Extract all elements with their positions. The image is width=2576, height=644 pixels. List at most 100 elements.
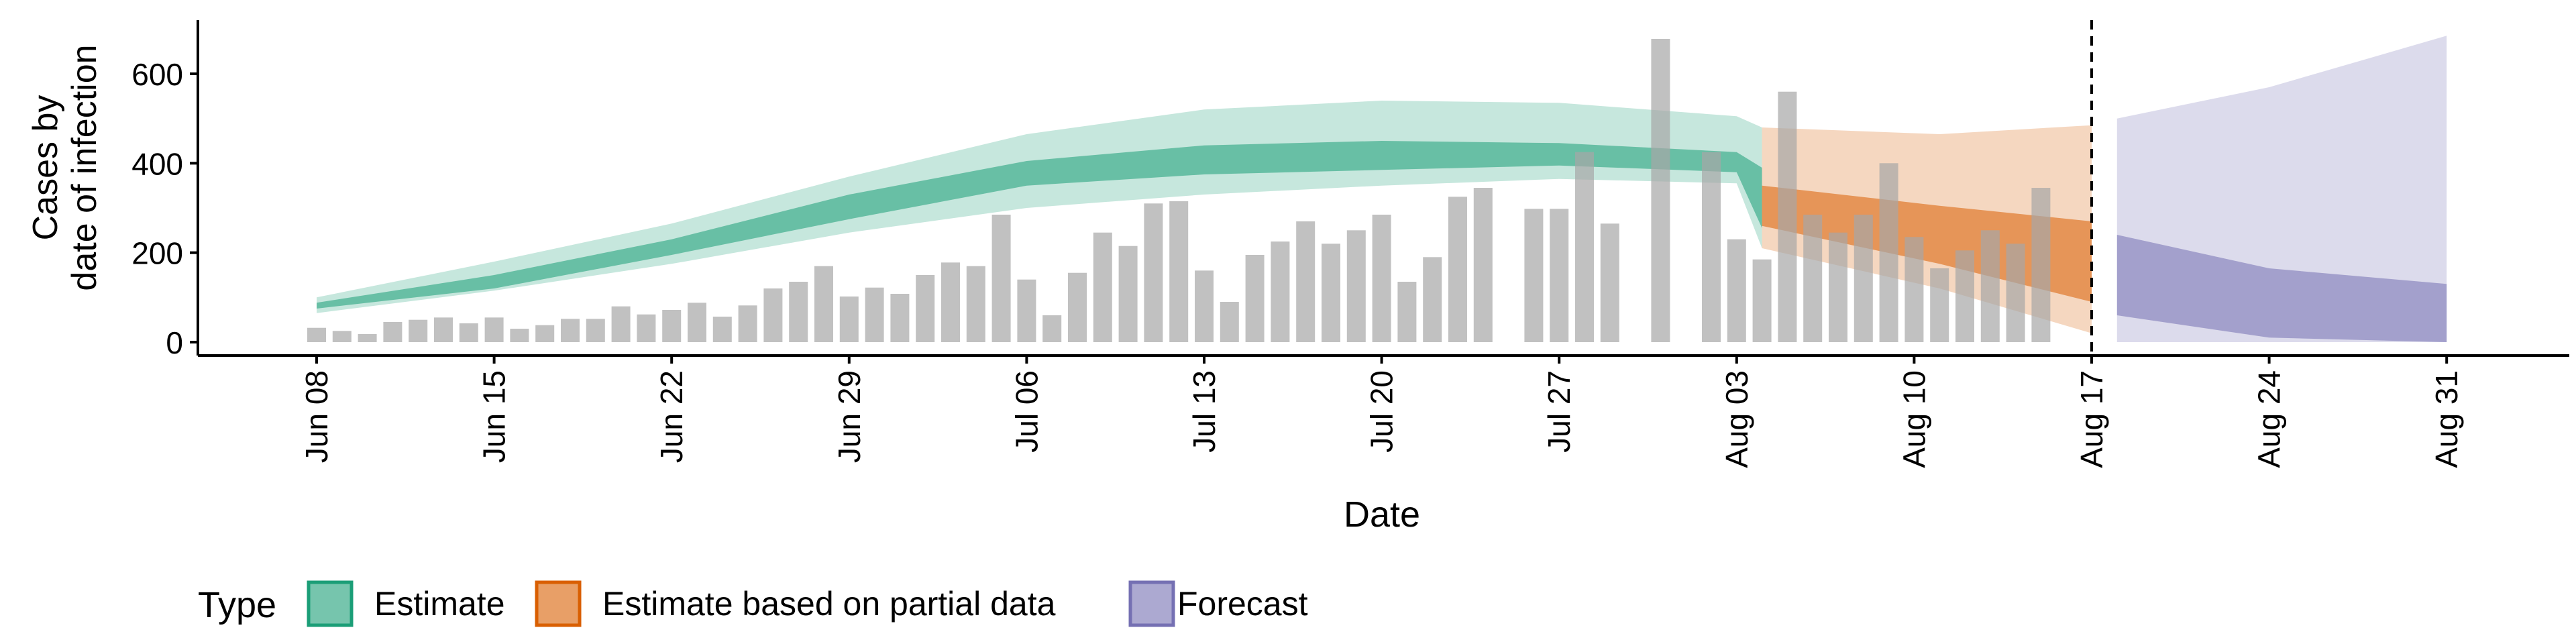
- y-tick-label: 200: [131, 236, 183, 271]
- legend-swatch-estimate: [307, 580, 354, 627]
- case-bar: [814, 266, 833, 342]
- case-bar: [1550, 209, 1569, 342]
- case-bar: [535, 325, 555, 342]
- x-tick-label: Jul 06: [1009, 370, 1044, 453]
- x-tick-label: Jun 15: [477, 370, 512, 463]
- case-bar: [1904, 237, 1924, 342]
- case-bar: [1346, 230, 1366, 342]
- case-bar: [611, 306, 631, 342]
- case-bar: [763, 288, 783, 342]
- case-bar: [1980, 230, 2000, 342]
- x-axis-ticks: Jun 08 Jun 15 Jun 22 Jun 29 Jul 06 Jul 13 Jul …: [299, 356, 2464, 468]
- x-tick-label: Jul 13: [1187, 370, 1222, 453]
- case-bar: [2031, 188, 2051, 342]
- case-bar: [1397, 282, 1417, 342]
- case-bar: [1575, 152, 1594, 342]
- legend-label-estimate: Estimate: [374, 585, 505, 623]
- case-bar: [2006, 244, 2025, 342]
- x-tick-label: Aug 17: [2074, 370, 2109, 468]
- band-50-estimate: [317, 141, 1762, 309]
- case-bar: [383, 322, 402, 342]
- case-bar: [1829, 232, 1847, 342]
- case-bar: [941, 262, 960, 342]
- case-bar: [1322, 244, 1340, 342]
- case-bar: [966, 266, 985, 342]
- case-bar: [1955, 250, 1974, 342]
- case-bar: [738, 305, 757, 342]
- case-bar: [890, 294, 910, 342]
- y-axis-title-line-2: date of infection: [65, 44, 104, 290]
- case-bar: [1448, 197, 1467, 342]
- case-bar: [1093, 232, 1112, 342]
- case-bar: [1524, 209, 1544, 342]
- x-tick-label: Jun 22: [654, 370, 689, 463]
- axes: 0 200 400 600 Jun 08 Jun 15 Jun 22 Jun 29 Jul 0…: [131, 20, 2569, 468]
- case-bar: [1271, 241, 1290, 342]
- case-bar: [1144, 203, 1163, 342]
- case-bar: [459, 323, 478, 342]
- case-bar: [1702, 152, 1721, 342]
- case-bar: [1195, 270, 1214, 342]
- case-bar: [1296, 221, 1316, 342]
- case-bar: [662, 310, 682, 342]
- case-bar: [510, 329, 529, 342]
- x-tick-label: Aug 10: [1896, 370, 1931, 468]
- case-bar: [1930, 268, 1949, 342]
- case-bar: [1169, 201, 1189, 342]
- case-bar: [1854, 215, 1873, 342]
- case-bar: [637, 314, 656, 342]
- legend-swatch-partial: [535, 580, 582, 627]
- case-bar: [688, 303, 706, 342]
- case-bar: [1752, 259, 1772, 342]
- case-bar: [789, 282, 808, 342]
- y-axis-title-line-1: Cases by: [26, 95, 65, 241]
- case-bar: [332, 331, 352, 342]
- case-bar: [561, 319, 580, 342]
- legend-label-partial: Estimate based on partial data: [602, 585, 1056, 623]
- case-bar: [1017, 279, 1036, 342]
- case-bar: [916, 275, 935, 342]
- legend-swatch-forecast: [1128, 580, 1175, 627]
- x-tick-label: Aug 31: [2429, 370, 2464, 468]
- x-tick-label: Jul 20: [1364, 370, 1399, 453]
- y-tick-label: 0: [166, 325, 183, 360]
- case-bar: [1727, 239, 1746, 342]
- case-bar: [1423, 257, 1442, 342]
- case-bar: [991, 215, 1011, 342]
- case-bar: [1118, 246, 1138, 342]
- y-tick-label: 400: [131, 146, 183, 181]
- case-bar: [1803, 215, 1823, 342]
- y-tick-label: 600: [131, 57, 183, 92]
- band-50-forecast: [2116, 235, 2447, 342]
- case-bar: [358, 334, 377, 342]
- case-bar: [1778, 91, 1797, 342]
- x-tick-label: Aug 24: [2252, 370, 2287, 468]
- x-tick-label: Jun 08: [299, 370, 334, 463]
- x-tick-label: Jun 29: [832, 370, 867, 463]
- legend-label-forecast: Forecast: [1177, 585, 1308, 623]
- case-bar: [1473, 188, 1493, 342]
- case-bar: [1220, 302, 1239, 342]
- case-bar: [839, 297, 859, 342]
- x-tick-label: Jul 27: [1542, 370, 1576, 453]
- x-tick-label: Aug 03: [1719, 370, 1754, 468]
- case-bar: [409, 319, 428, 342]
- case-bar: [434, 317, 453, 342]
- case-bar: [712, 317, 732, 342]
- legend-title: Type: [198, 585, 276, 625]
- case-bar: [1651, 39, 1670, 342]
- y-axis-ticks: 0 200 400 600: [131, 57, 198, 360]
- band-90-estimate: [317, 101, 1762, 313]
- case-bar: [1879, 163, 1898, 343]
- case-bar: [586, 319, 605, 342]
- x-axis-title: Date: [1344, 494, 1420, 535]
- case-bar: [307, 327, 326, 342]
- case-bar: [1042, 315, 1062, 342]
- case-bar: [1372, 215, 1391, 342]
- case-bar: [1600, 223, 1619, 342]
- case-bar: [865, 287, 884, 342]
- case-bar: [484, 317, 504, 342]
- case-bar: [1245, 255, 1265, 342]
- case-bar: [1068, 272, 1087, 342]
